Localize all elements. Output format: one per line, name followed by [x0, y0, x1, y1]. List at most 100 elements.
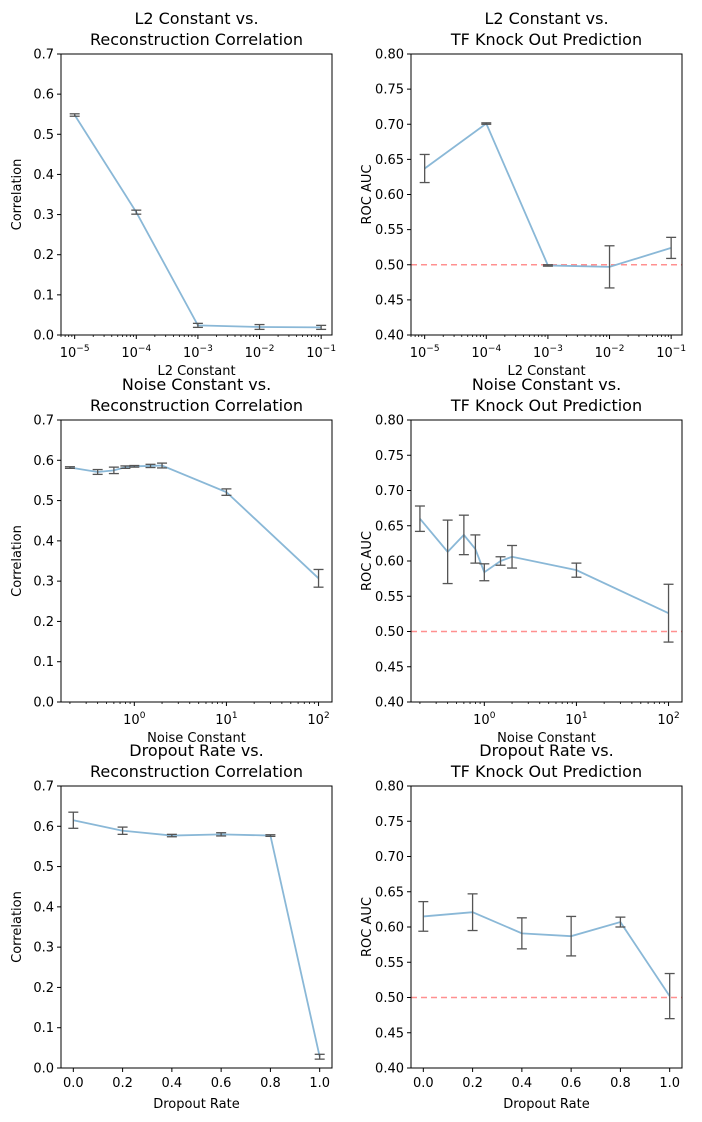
chart-title-line: L2 Constant vs.	[484, 9, 608, 28]
error-bar	[265, 834, 276, 838]
y-tick-label: 0.40	[375, 329, 404, 344]
x-tick-base: 10	[473, 713, 490, 728]
y-tick-label: 0.3	[33, 941, 54, 956]
error-bar	[221, 488, 232, 496]
y-tick-label: 0.70	[375, 850, 404, 865]
x-tick-base: 10	[307, 713, 324, 728]
y-tick-label: 0.1	[33, 288, 54, 303]
x-tick-label: 10−2	[245, 344, 275, 361]
x-tick-base: 10	[121, 346, 138, 361]
x-tick-label: 0.2	[112, 1076, 133, 1091]
x-tick-exponent: −3	[200, 344, 213, 354]
x-tick-exponent: 2	[324, 711, 330, 721]
error-bar	[467, 893, 478, 932]
chart-5: Dropout Rate vs. Reconstruction Correlati…	[10, 741, 333, 1112]
y-tick-label: 0.40	[375, 1062, 404, 1077]
x-tick-label: 100	[473, 711, 496, 728]
error-bar	[120, 465, 131, 469]
series-line	[424, 122, 672, 268]
y-tick-label: 0.55	[375, 590, 404, 605]
y-tick-label: 0.70	[375, 118, 404, 133]
error-bar	[69, 113, 80, 117]
error-bar	[666, 236, 677, 260]
y-tick-label: 0.65	[375, 153, 404, 168]
error-bar	[664, 972, 675, 1020]
x-tick-label: 0.0	[413, 1076, 434, 1091]
x-tick-label: 100	[123, 711, 146, 728]
chart-4: Noise Constant vs. TF Knock Out Predictio…	[360, 375, 683, 746]
x-tick-label: 0.6	[211, 1076, 232, 1091]
x-tick-base: 10	[123, 713, 140, 728]
x-tick-exponent: 2	[674, 711, 680, 721]
y-tick-label: 0.0	[33, 696, 54, 711]
error-bar	[495, 556, 506, 566]
series-line	[69, 464, 320, 579]
y-tick-label: 0.70	[375, 484, 404, 499]
y-axis-label: ROC AUC	[360, 531, 375, 591]
error-bar	[131, 209, 142, 215]
y-tick-label: 0.75	[375, 815, 404, 830]
x-tick-base: 10	[183, 346, 200, 361]
error-bar	[64, 466, 75, 469]
x-tick-exponent: −2	[611, 344, 624, 354]
plot-frame	[60, 53, 333, 336]
y-tick-label: 0.55	[375, 223, 404, 238]
y-tick-label: 0.1	[33, 655, 54, 670]
error-bar	[145, 463, 156, 469]
y-tick-label: 0.60	[375, 921, 404, 936]
x-tick-base: 10	[60, 346, 77, 361]
error-bar	[313, 568, 324, 588]
plot-frame	[60, 785, 333, 1069]
x-tick-label: 10−2	[595, 344, 625, 361]
x-tick-label: 10−1	[656, 344, 686, 361]
chart-title-line: TF Knock Out Prediction	[450, 30, 642, 49]
x-tick-label: 0.2	[462, 1076, 483, 1091]
chart-title-line: Reconstruction Correlation	[90, 396, 303, 415]
y-tick-label: 0.45	[375, 293, 404, 308]
error-bar	[604, 245, 615, 289]
x-tick-label: 0.0	[63, 1076, 84, 1091]
chart-title-line: Dropout Rate vs.	[479, 741, 613, 760]
error-bar	[92, 468, 103, 476]
error-bar	[414, 505, 425, 533]
chart-3: Noise Constant vs. Reconstruction Correla…	[10, 375, 333, 746]
error-bar	[192, 322, 203, 329]
y-axis-label: Correlation	[10, 891, 25, 963]
y-tick-label: 0.7	[33, 48, 54, 63]
chart-title-line: Dropout Rate vs.	[129, 741, 263, 760]
x-tick-base: 10	[533, 346, 550, 361]
y-tick-label: 0.65	[375, 885, 404, 900]
error-bar	[157, 462, 168, 469]
x-tick-label: 101	[565, 711, 587, 728]
error-bar	[479, 563, 490, 582]
x-tick-label: 0.4	[162, 1076, 183, 1091]
plot-frame	[410, 53, 683, 336]
plot-frame	[410, 785, 683, 1069]
chart-1: L2 Constant vs. Reconstruction Correlatio…	[10, 9, 336, 379]
error-bar	[216, 832, 227, 837]
x-tick-label: 102	[657, 711, 679, 728]
x-tick-label: 10−1	[306, 344, 336, 361]
y-tick-label: 0.80	[375, 48, 404, 63]
y-tick-label: 0.3	[33, 575, 54, 590]
y-tick-label: 0.45	[375, 660, 404, 675]
series-line	[423, 911, 671, 997]
y-tick-label: 0.50	[375, 991, 404, 1006]
error-bar	[129, 464, 140, 468]
y-tick-label: 0.40	[375, 696, 404, 711]
y-tick-label: 0.0	[33, 1062, 54, 1077]
x-tick-label: 0.8	[610, 1076, 631, 1091]
x-tick-label: 10−5	[60, 344, 90, 361]
chart-title-line: Noise Constant vs.	[472, 375, 621, 394]
y-tick-label: 0.1	[33, 1021, 54, 1036]
y-axis-label: Correlation	[10, 159, 25, 231]
error-bar	[419, 153, 430, 184]
x-tick-label: 10−4	[121, 344, 151, 361]
y-tick-label: 0.60	[375, 188, 404, 203]
y-tick-label: 0.4	[33, 900, 54, 915]
chart-title-line: Noise Constant vs.	[122, 375, 271, 394]
x-tick-exponent: −1	[673, 344, 686, 354]
error-bar	[418, 900, 429, 932]
x-tick-base: 10	[656, 346, 673, 361]
